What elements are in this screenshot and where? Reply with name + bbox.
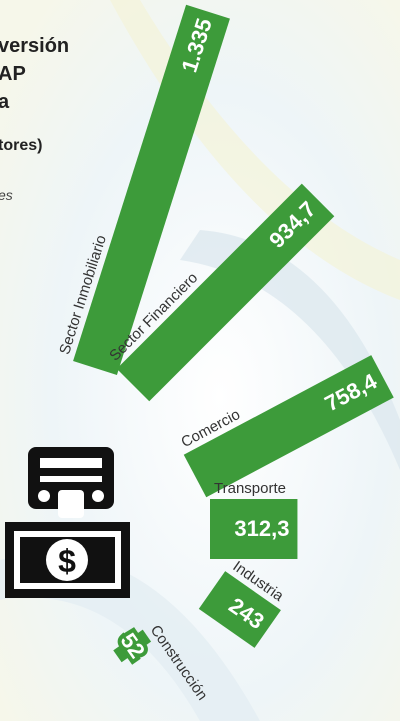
infographic: versión AP a tores) es $ 1.335Sector Inm…	[0, 0, 400, 721]
note: es	[0, 187, 13, 203]
bar-group: 312,3 Transporte	[210, 480, 297, 559]
value-label: 312,3	[234, 516, 289, 541]
title-line: versión	[0, 35, 69, 57]
title-line: AP	[0, 63, 26, 85]
title-line: a	[0, 91, 10, 113]
svg-text:$: $	[58, 543, 76, 579]
category-label: Transporte	[214, 480, 286, 497]
subtitle: tores)	[0, 137, 42, 154]
